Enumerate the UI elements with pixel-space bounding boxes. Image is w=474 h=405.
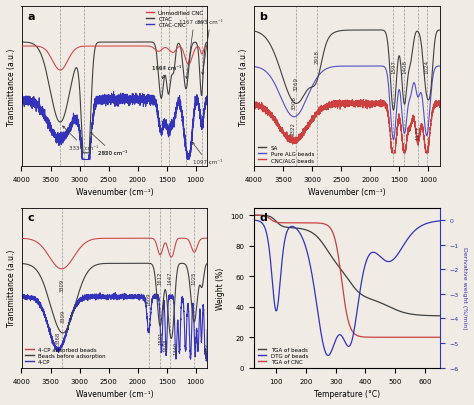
TGA of beads (437, 313, 443, 318)
Y-axis label: Weight (%): Weight (%) (216, 267, 225, 309)
Legend: TGA of beads, DTG of beads, TGA of CNC: TGA of beads, DTG of beads, TGA of CNC (257, 346, 309, 365)
Text: 1612: 1612 (158, 271, 163, 284)
X-axis label: Wavenumber (cm⁻¹): Wavenumber (cm⁻¹) (308, 188, 386, 197)
TGA of beads (431, 313, 437, 318)
Y-axis label: Transmittance (a.u.): Transmittance (a.u.) (7, 249, 16, 326)
TGA of beads (397, 309, 403, 314)
Text: 2918: 2918 (314, 50, 319, 64)
Text: 3322: 3322 (291, 122, 296, 136)
Text: 893 cm⁻¹: 893 cm⁻¹ (198, 20, 223, 75)
Text: 3308: 3308 (292, 96, 297, 109)
DTG of beads (431, 220, 437, 224)
TGA of beads (341, 272, 347, 277)
Y-axis label: Transmittance (a.u.): Transmittance (a.u.) (239, 48, 248, 126)
X-axis label: Wavenumber (cm⁻¹): Wavenumber (cm⁻¹) (75, 389, 153, 398)
Text: 1594 cm⁻¹: 1594 cm⁻¹ (152, 66, 181, 79)
TGA of beads (337, 265, 342, 270)
Text: 1408: 1408 (402, 60, 407, 74)
Text: 1097 cm⁻¹: 1097 cm⁻¹ (192, 143, 222, 165)
DTG of beads (337, 333, 342, 337)
TGA of CNC (337, 261, 342, 266)
X-axis label: Temperature (°C): Temperature (°C) (314, 389, 380, 398)
Text: 812: 812 (204, 343, 209, 353)
Line: TGA of beads: TGA of beads (254, 215, 440, 316)
Text: d: d (259, 213, 267, 223)
Text: 3334 cm⁻¹: 3334 cm⁻¹ (63, 127, 99, 150)
Text: c: c (27, 213, 34, 223)
Text: 1025: 1025 (192, 271, 197, 284)
Legend: 4-CP adsorbed beads, Beads before adsorption, 4-CP: 4-CP adsorbed beads, Beads before adsorp… (24, 346, 107, 365)
Y-axis label: Derivative weight (%/min): Derivative weight (%/min) (462, 247, 467, 329)
Text: 2920 cm⁻¹: 2920 cm⁻¹ (98, 151, 128, 156)
DTG of beads (261, 223, 266, 228)
Text: 1167 cm⁻¹: 1167 cm⁻¹ (180, 20, 209, 79)
TGA of CNC (251, 213, 257, 218)
Line: DTG of beads: DTG of beads (254, 221, 440, 356)
TGA of beads (431, 313, 437, 318)
TGA of CNC (431, 335, 437, 340)
DTG of beads (437, 219, 443, 224)
Text: 3309: 3309 (60, 309, 65, 322)
DTG of beads (251, 218, 257, 223)
TGA of beads (261, 213, 266, 218)
Text: 1591: 1591 (159, 331, 164, 344)
TGA of CNC (437, 335, 443, 340)
TGA of CNC (431, 335, 437, 340)
Text: 1447: 1447 (167, 271, 172, 284)
Text: b: b (259, 12, 267, 22)
TGA of beads (251, 213, 257, 218)
DTG of beads (432, 220, 438, 224)
TGA of CNC (261, 214, 266, 219)
Text: 2850 cm⁻¹: 2850 cm⁻¹ (91, 133, 128, 156)
Y-axis label: Transmittance (a.u.): Transmittance (a.u.) (7, 48, 16, 126)
DTG of beads (342, 338, 347, 343)
Legend: Unmodified CNC, CTAC, CTAC-CNC: Unmodified CNC, CTAC, CTAC-CNC (145, 10, 205, 29)
Text: a: a (27, 12, 35, 22)
Text: 1340: 1340 (173, 341, 179, 354)
Text: 1508: 1508 (164, 338, 169, 351)
Text: 1024: 1024 (424, 60, 429, 74)
Text: 1809: 1809 (146, 292, 151, 305)
Line: TGA of CNC: TGA of CNC (254, 216, 440, 337)
TGA of CNC (397, 335, 403, 340)
DTG of beads (325, 353, 331, 358)
X-axis label: Wavenumber (cm⁻¹): Wavenumber (cm⁻¹) (75, 188, 153, 197)
Text: 1177: 1177 (415, 126, 420, 140)
Text: 3309: 3309 (59, 278, 64, 292)
TGA of CNC (341, 297, 347, 302)
Text: 3269: 3269 (294, 77, 299, 91)
Text: 1597: 1597 (391, 60, 396, 74)
Legend: SA, Pure ALG beads, CNC/ALG beads: SA, Pure ALG beads, CNC/ALG beads (257, 145, 315, 164)
Text: 1467 cm⁻¹: 1467 cm⁻¹ (152, 66, 181, 70)
DTG of beads (398, 248, 403, 253)
Text: 3368: 3368 (56, 331, 61, 344)
